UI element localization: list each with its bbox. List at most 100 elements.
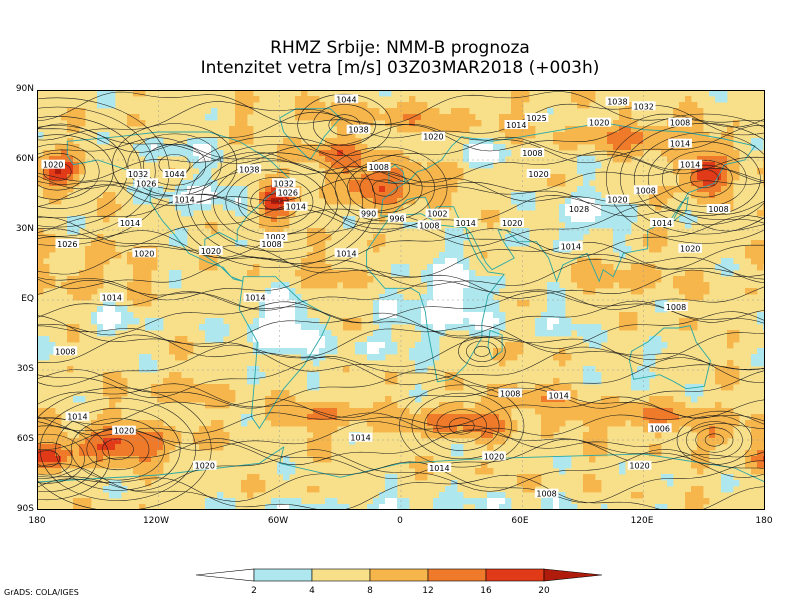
wind-cell <box>283 456 290 463</box>
wind-cell <box>43 186 50 193</box>
wind-cell <box>595 270 602 277</box>
wind-cell <box>421 276 428 283</box>
wind-cell <box>211 186 218 193</box>
wind-cell <box>403 180 410 187</box>
wind-cell <box>367 336 374 343</box>
wind-cell <box>637 378 644 385</box>
wind-cell <box>547 414 554 421</box>
wind-cell <box>625 282 632 289</box>
wind-cell <box>457 294 464 301</box>
wind-cell <box>481 330 488 337</box>
wind-cell <box>151 438 158 445</box>
wind-cell <box>79 504 86 510</box>
wind-cell <box>583 480 590 487</box>
wind-cell <box>523 240 530 247</box>
wind-cell <box>235 108 242 115</box>
isobar-label: 1020 <box>43 161 63 170</box>
isobar-label: 1006 <box>650 424 670 433</box>
wind-cell <box>445 204 452 211</box>
wind-cell <box>499 120 506 127</box>
wind-cell <box>625 276 632 283</box>
wind-cell <box>181 240 188 247</box>
wind-cell <box>265 186 272 193</box>
wind-cell <box>643 240 650 247</box>
wind-cell <box>97 246 104 253</box>
wind-cell <box>685 318 692 325</box>
wind-cell <box>91 240 98 247</box>
wind-cell <box>307 318 314 325</box>
wind-cell <box>595 132 602 139</box>
wind-cell <box>271 348 278 355</box>
wind-cell <box>655 444 662 451</box>
wind-cell <box>199 162 206 169</box>
wind-cell <box>547 402 554 409</box>
wind-cell <box>361 120 368 127</box>
wind-cell <box>367 180 374 187</box>
wind-cell <box>271 306 278 313</box>
wind-cell <box>355 270 362 277</box>
isobar-label-bg <box>631 101 656 111</box>
wind-cell <box>133 468 140 475</box>
wind-cell <box>427 162 434 169</box>
wind-cell <box>199 174 206 181</box>
wind-cell <box>217 198 224 205</box>
isobar-line <box>37 291 765 323</box>
wind-cell <box>697 492 704 499</box>
wind-cell <box>343 186 350 193</box>
wind-cell <box>61 186 68 193</box>
wind-cell <box>343 408 350 415</box>
wind-cell <box>109 486 116 493</box>
wind-cell <box>601 336 608 343</box>
wind-cell <box>361 156 368 163</box>
wind-cell <box>307 426 314 433</box>
wind-cell <box>169 438 176 445</box>
wind-cell <box>457 432 464 439</box>
wind-cell <box>559 408 566 415</box>
wind-cell <box>361 414 368 421</box>
wind-cell <box>691 396 698 403</box>
wind-cell <box>49 246 56 253</box>
wind-cell <box>661 186 668 193</box>
wind-cell <box>547 498 554 505</box>
wind-cell <box>211 108 218 115</box>
wind-cell <box>229 198 236 205</box>
wind-cell <box>367 150 374 157</box>
wind-cell <box>475 432 482 439</box>
wind-cell <box>37 156 44 163</box>
wind-cell <box>469 318 476 325</box>
wind-cell <box>583 366 590 373</box>
wind-cell <box>475 294 482 301</box>
wind-cell <box>67 456 74 463</box>
wind-cell <box>73 438 80 445</box>
wind-cell <box>499 324 506 331</box>
wind-cell <box>115 486 122 493</box>
wind-cell <box>97 96 104 103</box>
wind-cell <box>247 108 254 115</box>
wind-cell <box>721 174 728 181</box>
wind-cell <box>43 408 50 415</box>
wind-cell <box>247 366 254 373</box>
wind-cell <box>655 306 662 313</box>
wind-cell <box>79 216 86 223</box>
wind-cell <box>523 234 530 241</box>
wind-cell <box>409 126 416 133</box>
wind-cell <box>385 330 392 337</box>
wind-cell <box>367 354 374 361</box>
wind-cell <box>517 96 524 103</box>
wind-cell <box>103 444 110 451</box>
wind-cell <box>433 432 440 439</box>
wind-cell <box>139 462 146 469</box>
wind-cell <box>475 276 482 283</box>
wind-cell <box>709 144 716 151</box>
wind-cell <box>691 150 698 157</box>
wind-cell <box>457 264 464 271</box>
wind-cell <box>379 312 386 319</box>
wind-cell <box>511 420 518 427</box>
isobar-ring <box>458 335 506 367</box>
wind-cell <box>727 426 734 433</box>
wind-cell <box>385 114 392 121</box>
isobar-label-bg <box>678 243 702 253</box>
wind-cell <box>367 408 374 415</box>
wind-cell <box>661 396 668 403</box>
wind-cell <box>253 324 260 331</box>
